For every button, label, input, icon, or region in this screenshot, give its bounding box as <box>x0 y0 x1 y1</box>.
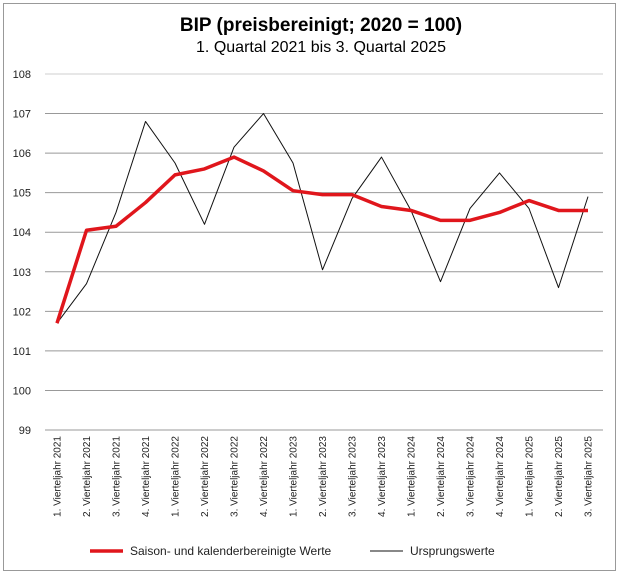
x-tick-label: 1. Vierteljahr 2025 <box>525 436 536 517</box>
x-tick-label: 4. Vierteljahr 2021 <box>141 436 152 517</box>
x-tick-label: 1. Vierteljahr 2022 <box>171 436 182 517</box>
x-tick-label: 3. Vierteljahr 2024 <box>466 436 477 517</box>
y-tick-label: 104 <box>13 227 31 239</box>
y-tick-label: 106 <box>13 148 31 160</box>
x-tick-label: 3. Vierteljahr 2021 <box>112 436 123 517</box>
legend-label: Ursprungswerte <box>410 544 495 558</box>
x-tick-label: 1. Vierteljahr 2023 <box>289 436 300 517</box>
chart-title: BIP (preisbereinigt; 2020 = 100) <box>180 15 462 36</box>
series-line-seasonally-adjusted <box>55 155 588 324</box>
x-tick-label: 1. Vierteljahr 2021 <box>53 436 64 517</box>
y-tick-label: 99 <box>19 425 31 437</box>
legend-label: Saison- und kalenderbereinigte Werte <box>130 544 332 558</box>
x-tick-label: 2. Vierteljahr 2021 <box>82 436 93 517</box>
y-tick-label: 103 <box>13 267 31 279</box>
series-line-original <box>56 113 589 324</box>
x-tick-label: 2. Vierteljahr 2022 <box>200 436 211 517</box>
chart-subtitle: 1. Quartal 2021 bis 3. Quartal 2025 <box>196 39 446 56</box>
y-tick-label: 102 <box>13 306 31 318</box>
y-tick-label: 108 <box>13 69 31 81</box>
y-tick-label: 107 <box>13 109 31 121</box>
chart-frame <box>3 3 616 571</box>
x-tick-label: 3. Vierteljahr 2022 <box>230 436 241 517</box>
x-tick-label: 3. Vierteljahr 2023 <box>348 436 359 517</box>
x-tick-label: 4. Vierteljahr 2024 <box>495 436 506 517</box>
x-tick-label: 1. Vierteljahr 2024 <box>407 436 418 517</box>
x-tick-label: 4. Vierteljahr 2023 <box>377 436 388 517</box>
y-tick-label: 105 <box>13 188 31 200</box>
x-tick-label: 3. Vierteljahr 2025 <box>584 436 595 517</box>
x-tick-label: 2. Vierteljahr 2023 <box>318 436 329 517</box>
x-tick-label: 2. Vierteljahr 2024 <box>436 436 447 517</box>
x-tick-label: 2. Vierteljahr 2025 <box>554 436 565 517</box>
y-tick-label: 100 <box>13 385 31 397</box>
y-tick-label: 101 <box>13 346 31 358</box>
x-tick-label: 4. Vierteljahr 2022 <box>259 436 270 517</box>
